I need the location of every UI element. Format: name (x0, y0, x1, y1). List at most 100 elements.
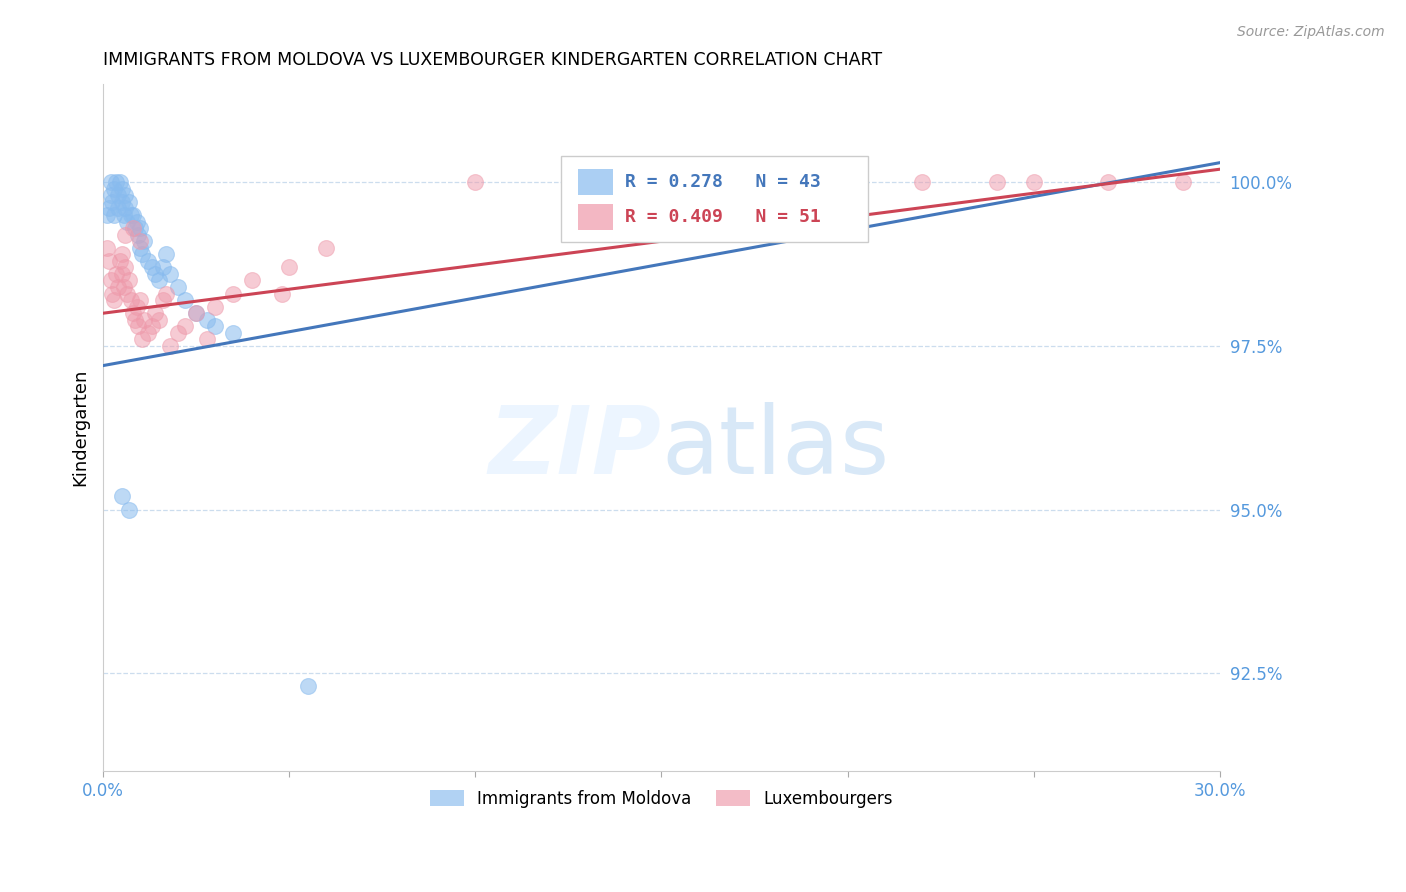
Point (107, 188, 129, 202)
Point (112, 208, 135, 222)
Point (195, 312, 218, 326)
Point (111, 490, 134, 504)
Point (131, 332, 153, 346)
Point (129, 293, 152, 307)
Text: atlas: atlas (661, 402, 890, 494)
Point (141, 319, 163, 334)
Point (125, 214, 148, 228)
Point (155, 247, 177, 261)
Point (114, 227, 136, 242)
Point (837, 175, 859, 189)
Point (122, 221, 145, 235)
FancyBboxPatch shape (578, 169, 613, 195)
Point (186, 306, 208, 320)
Point (118, 194, 141, 209)
Point (117, 214, 139, 228)
Point (464, 175, 486, 189)
Point (111, 194, 134, 209)
Point (129, 241, 152, 255)
Point (100, 188, 122, 202)
Point (129, 234, 152, 248)
Text: Source: ZipAtlas.com: Source: ZipAtlas.com (1237, 25, 1385, 39)
Point (103, 182, 125, 196)
Point (152, 293, 174, 307)
Point (143, 267, 166, 281)
Point (103, 208, 125, 222)
Point (128, 227, 150, 242)
Legend: Immigrants from Moldova, Luxembourgers: Immigrants from Moldova, Luxembourgers (423, 783, 900, 814)
Point (111, 247, 134, 261)
Point (107, 280, 129, 294)
FancyBboxPatch shape (578, 203, 613, 230)
Point (118, 273, 141, 287)
Point (204, 319, 226, 334)
Point (222, 326, 245, 340)
Point (222, 286, 245, 301)
Point (911, 175, 934, 189)
Point (101, 194, 124, 209)
Point (136, 253, 159, 268)
Text: R = 0.409   N = 51: R = 0.409 N = 51 (624, 208, 820, 226)
Point (166, 280, 188, 294)
FancyBboxPatch shape (561, 156, 868, 243)
Point (159, 339, 181, 353)
Point (148, 273, 170, 287)
Point (97, 202, 120, 216)
Point (155, 286, 177, 301)
Point (122, 208, 145, 222)
Text: R = 0.278   N = 43: R = 0.278 N = 43 (624, 173, 820, 192)
Point (117, 286, 139, 301)
Point (129, 221, 152, 235)
Point (124, 312, 146, 326)
Point (122, 306, 145, 320)
Point (100, 175, 122, 189)
Point (108, 175, 131, 189)
Point (174, 293, 197, 307)
Point (174, 319, 197, 334)
Point (1171, 175, 1194, 189)
Point (101, 286, 124, 301)
Point (195, 332, 218, 346)
Point (96, 241, 118, 255)
Point (132, 312, 155, 326)
Point (1097, 175, 1119, 189)
Point (986, 175, 1008, 189)
Point (114, 188, 136, 202)
Point (120, 208, 142, 222)
Point (152, 260, 174, 275)
Point (114, 202, 136, 216)
Y-axis label: Kindergarten: Kindergarten (72, 369, 89, 486)
Point (125, 300, 148, 314)
Point (297, 679, 319, 693)
Point (159, 267, 181, 281)
Point (100, 273, 122, 287)
Point (131, 247, 153, 261)
Point (107, 202, 129, 216)
Text: ZIP: ZIP (489, 402, 661, 494)
Point (136, 326, 159, 340)
Point (108, 253, 131, 268)
Point (112, 280, 135, 294)
Point (204, 300, 226, 314)
Point (105, 267, 128, 281)
Point (315, 241, 337, 255)
Point (118, 502, 141, 516)
Point (270, 286, 292, 301)
Point (278, 260, 301, 275)
Point (762, 175, 785, 189)
Point (103, 293, 125, 307)
Text: IMMIGRANTS FROM MOLDOVA VS LUXEMBOURGER KINDERGARTEN CORRELATION CHART: IMMIGRANTS FROM MOLDOVA VS LUXEMBOURGER … (103, 51, 882, 69)
Point (120, 293, 142, 307)
Point (111, 267, 134, 281)
Point (124, 221, 146, 235)
Point (105, 175, 128, 189)
Point (128, 319, 150, 334)
Point (111, 182, 134, 196)
Point (166, 326, 188, 340)
Point (141, 260, 163, 275)
Point (148, 312, 170, 326)
Point (132, 234, 155, 248)
Point (1022, 175, 1045, 189)
Point (143, 306, 166, 320)
Point (96, 208, 118, 222)
